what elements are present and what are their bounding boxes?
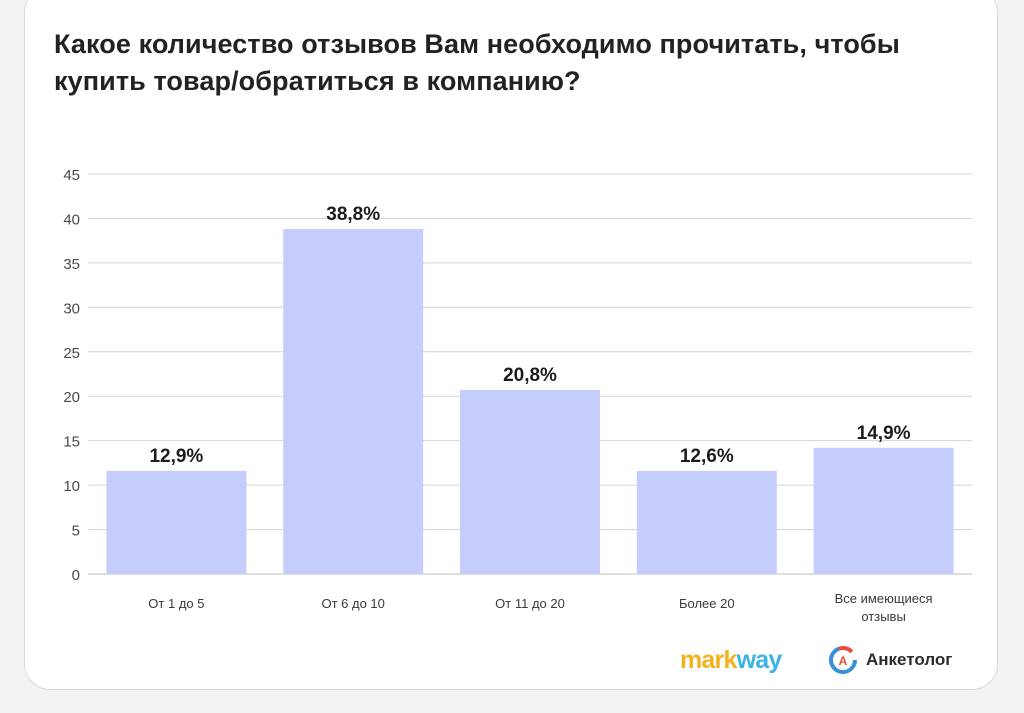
data-label: 12,6% <box>680 446 734 467</box>
y-tick-label: 25 <box>63 345 80 362</box>
data-label: 38,8% <box>326 204 380 225</box>
y-tick-label: 35 <box>63 256 80 273</box>
anketolog-logo-icon: А <box>829 646 857 674</box>
y-tick-label: 30 <box>63 300 80 317</box>
svg-text:А: А <box>839 654 848 668</box>
x-tick-label: От 11 до 20 <box>495 596 565 611</box>
data-label: 12,9% <box>149 446 203 467</box>
y-tick-label: 0 <box>72 567 80 584</box>
data-label: 14,9% <box>857 423 911 444</box>
logos: markway А Анкетолог <box>680 644 980 680</box>
bar <box>813 447 954 574</box>
chart-card <box>24 0 998 690</box>
x-tick-label: Более 20 <box>679 596 735 611</box>
bar <box>106 470 247 574</box>
bar <box>460 390 600 574</box>
data-label: 20,8% <box>503 365 557 386</box>
y-tick-label: 15 <box>63 434 80 451</box>
y-tick-label: 10 <box>63 478 80 495</box>
y-tick-label: 45 <box>63 167 80 184</box>
y-tick-label: 5 <box>72 523 80 540</box>
bar <box>636 470 777 574</box>
y-tick-label: 40 <box>63 211 80 228</box>
markway-logo: markway <box>680 646 782 674</box>
x-tick-label: От 1 до 5 <box>148 596 204 611</box>
anketolog-logo-text: Анкетолог <box>866 650 953 669</box>
bar <box>283 229 424 574</box>
x-tick-label: Все имеющиеся отзывы <box>835 591 933 624</box>
x-tick-label: От 6 до 10 <box>321 596 384 611</box>
y-tick-label: 20 <box>63 389 80 406</box>
chart-title: Какое количество отзывов Вам необходимо … <box>54 29 900 96</box>
